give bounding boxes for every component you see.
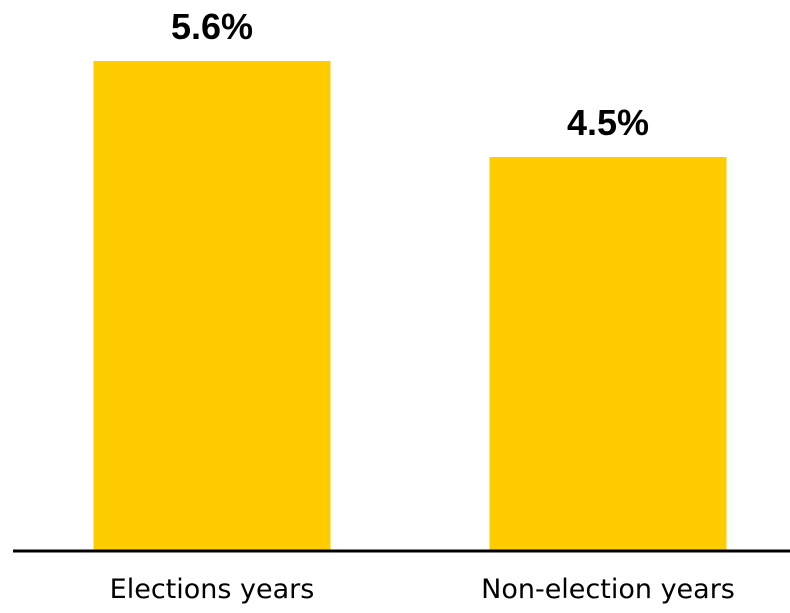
category-label-0: Elections years [110,574,315,605]
category-label-1: Non-election years [481,574,735,605]
data-label-1: 4.5% [567,102,649,143]
data-label-0: 5.6% [171,6,253,47]
bar-0 [93,61,331,550]
bars-layer [93,61,727,550]
bar-1 [489,157,727,550]
labels-layer: 5.6% Elections years 4.5% Non-election year… [110,6,735,605]
